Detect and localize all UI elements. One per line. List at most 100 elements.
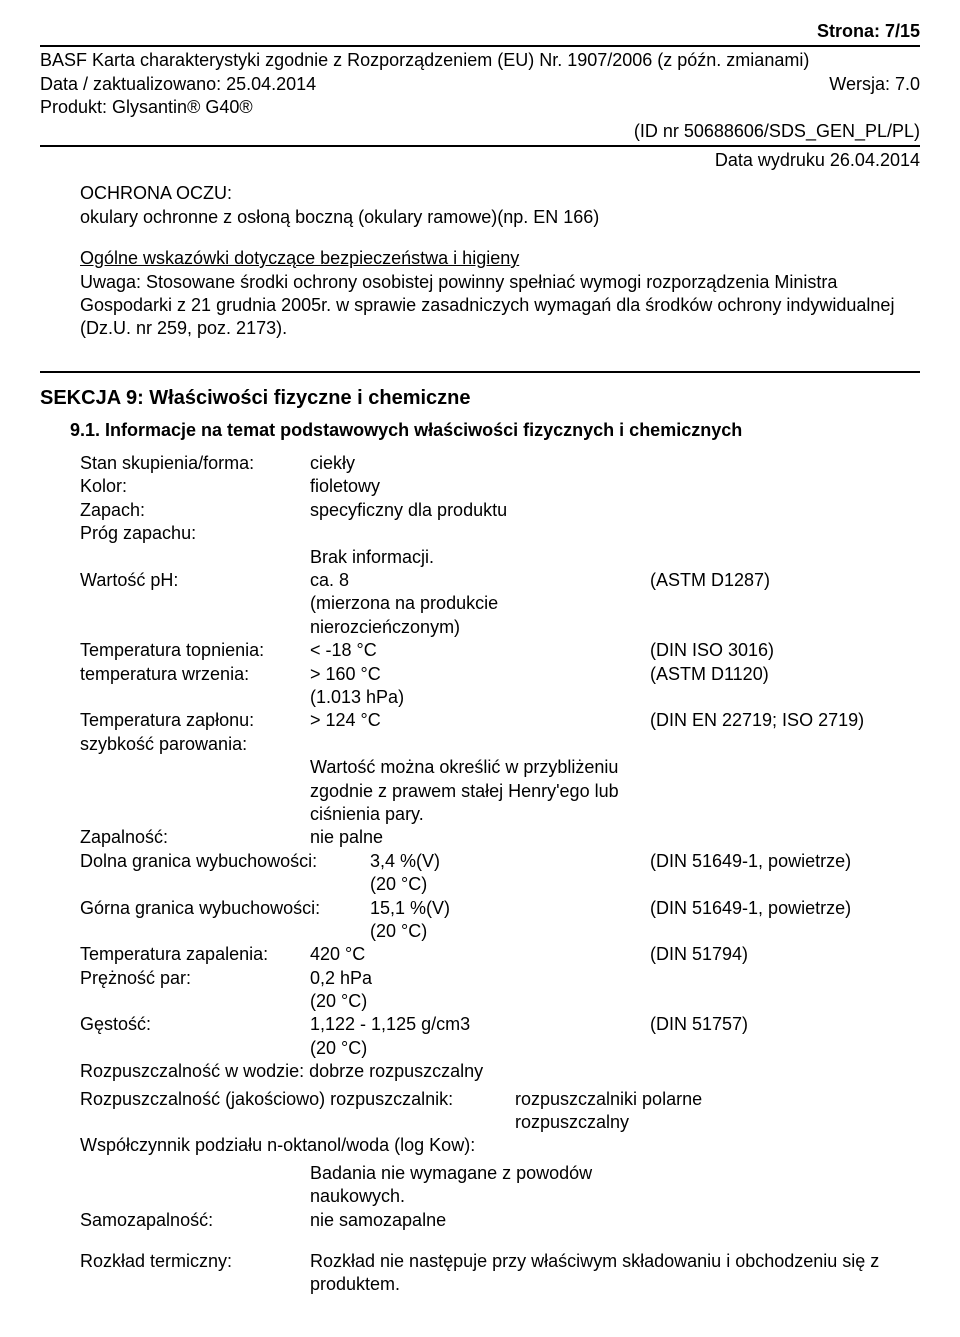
odor-label: Zapach: [80,499,310,522]
color-value: fioletowy [310,475,650,498]
lel-value: 3,4 %(V) [370,850,650,873]
version: Wersja: 7.0 [829,73,920,96]
row-uel: Górna granica wybuchowości: 15,1 %(V) (D… [80,897,920,920]
row-uel-note: (20 °C) [80,920,920,943]
section9-subtitle: 9.1. Informacje na temat podstawowych wł… [70,419,920,442]
uel-value: 15,1 %(V) [370,897,650,920]
melting-label: Temperatura topnienia: [80,639,310,662]
boiling-note: (1.013 hPa) [310,686,650,709]
autoignition-value: nie samozapalne [310,1209,650,1232]
eye-protection-title: OCHRONA OCZU: [80,182,920,205]
row-lel-note: (20 °C) [80,873,920,896]
qual-sol-label: Rozpuszczalność (jakościowo) rozpuszczal… [80,1088,515,1111]
ph-label: Wartość pH: [80,569,310,592]
row-odor-threshold-value: Brak informacji. [80,546,920,569]
water-solubility: Rozpuszczalność w wodzie: dobrze rozpusz… [80,1060,920,1083]
section9-title: SEKCJA 9: Właściwości fizyczne i chemicz… [40,385,920,411]
row-melting: Temperatura topnienia: < -18 °C (DIN ISO… [80,639,920,662]
boiling-label: temperatura wrzenia: [80,663,310,686]
vapor-pressure-value: 0,2 hPa [310,967,650,990]
flash-value: > 124 °C [310,709,650,732]
odor-threshold-label: Próg zapachu: [80,522,310,545]
ph-method: (ASTM D1287) [650,569,920,592]
sds-title: BASF Karta charakterystyki zgodnie z Roz… [40,49,920,72]
evap-value: Wartość można określić w przybliżeniu zg… [310,756,650,826]
page-number: Strona: 7/15 [40,20,920,43]
ignition-label: Temperatura zapalenia: [80,943,310,966]
row-evap-value: Wartość można określić w przybliżeniu zg… [80,756,920,826]
document-header: Strona: 7/15 BASF Karta charakterystyki … [40,20,920,172]
autoignition-label: Samozapalność: [80,1209,310,1232]
eye-protection-text: okulary ochronne z osłoną boczną (okular… [80,206,920,229]
flash-label: Temperatura zapłonu: [80,709,310,732]
section-divider [40,371,920,373]
row-decomposition: Rozkład termiczny: Rozkład nie następuje… [80,1250,920,1297]
row-boiling: temperatura wrzenia: > 160 °C (ASTM D112… [80,663,920,686]
header-rule-top [40,45,920,47]
decomposition-value: Rozkład nie następuje przy właściwym skł… [310,1250,920,1297]
qual-sol-note: rozpuszczalny [515,1111,920,1134]
row-vapor-pressure-note: (20 °C) [80,990,920,1013]
density-value: 1,122 - 1,125 g/cm3 [310,1013,650,1036]
state-value: ciekły [310,452,650,475]
row-flash: Temperatura zapłonu: > 124 °C (DIN EN 22… [80,709,920,732]
general-safety-title: Ogólne wskazówki dotyczące bezpieczeństw… [80,247,920,270]
row-qual-sol: Rozpuszczalność (jakościowo) rozpuszczal… [80,1088,920,1111]
uel-note: (20 °C) [370,920,650,943]
decomposition-label: Rozkład termiczny: [80,1250,310,1273]
page-container: Strona: 7/15 BASF Karta charakterystyki … [0,0,960,1337]
density-method: (DIN 51757) [650,1013,920,1036]
ph-value: ca. 8 [310,569,650,592]
lel-label: Dolna granica wybuchowości: [80,850,370,873]
row-lel: Dolna granica wybuchowości: 3,4 %(V) (DI… [80,850,920,873]
product-name: Produkt: Glysantin® G40® [40,96,920,119]
row-partition-value: Badania nie wymagane z powodów naukowych… [80,1162,920,1209]
flammability-label: Zapalność: [80,826,310,849]
row-color: Kolor: fioletowy [80,475,920,498]
evap-label: szybkość parowania: [80,733,310,756]
flammability-value: nie palne [310,826,650,849]
row-odor-threshold: Próg zapachu: [80,522,920,545]
lel-note: (20 °C) [370,873,650,896]
partition-label: Współczynnik podziału n-oktanol/woda (lo… [80,1134,920,1157]
print-date: Data wydruku 26.04.2014 [40,149,920,172]
uel-method: (DIN 51649-1, powietrze) [650,897,920,920]
row-ignition: Temperatura zapalenia: 420 °C (DIN 51794… [80,943,920,966]
lel-method: (DIN 51649-1, powietrze) [650,850,920,873]
row-vapor-pressure: Prężność par: 0,2 hPa [80,967,920,990]
row-odor: Zapach: specyficzny dla produktu [80,499,920,522]
row-state: Stan skupienia/forma: ciekły [80,452,920,475]
row-qual-sol-note: rozpuszczalny [80,1111,920,1134]
melting-value: < -18 °C [310,639,650,662]
row-autoignition: Samozapalność: nie samozapalne [80,1209,920,1232]
general-safety-text: Uwaga: Stosowane środki ochrony osobiste… [80,271,920,341]
ph-note: (mierzona na produkcie nierozcieńczonym) [310,592,650,639]
vapor-pressure-note: (20 °C) [310,990,650,1013]
general-safety-block: Ogólne wskazówki dotyczące bezpieczeństw… [80,247,920,341]
partition-value: Badania nie wymagane z powodów naukowych… [310,1162,650,1209]
row-evap: szybkość parowania: [80,733,920,756]
properties-grid: Stan skupienia/forma: ciekły Kolor: fiol… [80,452,920,1297]
odor-threshold-value: Brak informacji. [310,546,650,569]
header-rule-bottom [40,145,920,147]
density-label: Gęstość: [80,1013,310,1036]
row-ph: Wartość pH: ca. 8 (ASTM D1287) [80,569,920,592]
uel-label: Górna granica wybuchowości: [80,897,370,920]
flash-method: (DIN EN 22719; ISO 2719) [650,709,920,732]
color-label: Kolor: [80,475,310,498]
odor-value: specyficzny dla produktu [310,499,650,522]
document-body: OCHRONA OCZU: okulary ochronne z osłoną … [40,182,920,1296]
state-label: Stan skupienia/forma: [80,452,310,475]
row-density-note: (20 °C) [80,1037,920,1060]
document-id: (ID nr 50688606/SDS_GEN_PL/PL) [40,120,920,143]
eye-protection-block: OCHRONA OCZU: okulary ochronne z osłoną … [80,182,920,229]
ignition-method: (DIN 51794) [650,943,920,966]
vapor-pressure-label: Prężność par: [80,967,310,990]
boiling-method: (ASTM D1120) [650,663,920,686]
density-note: (20 °C) [310,1037,650,1060]
ignition-value: 420 °C [310,943,650,966]
row-ph-note: (mierzona na produkcie nierozcieńczonym) [80,592,920,639]
boiling-value: > 160 °C [310,663,650,686]
melting-method: (DIN ISO 3016) [650,639,920,662]
row-density: Gęstość: 1,122 - 1,125 g/cm3 (DIN 51757) [80,1013,920,1036]
